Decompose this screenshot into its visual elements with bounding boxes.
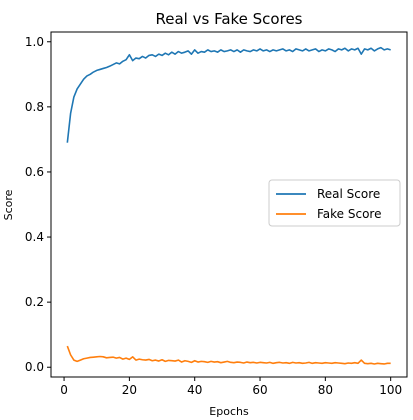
y-tick-label: 0.8 <box>25 100 44 114</box>
y-axis-label: Score <box>2 189 15 220</box>
series-line-fake-score <box>66 345 391 365</box>
series-line-real-score <box>66 46 391 143</box>
y-tick-label: 0.4 <box>25 230 44 244</box>
series-lines <box>66 46 391 365</box>
y-tick-label: 0.2 <box>25 295 44 309</box>
y-axis-ticks: 0.0 0.2 0.4 0.6 0.8 1.0 <box>25 35 51 374</box>
x-tick-label: 0 <box>60 383 68 397</box>
x-tick-label: 20 <box>122 383 137 397</box>
legend: Real Score Fake Score <box>268 179 401 227</box>
plot-area <box>50 31 408 378</box>
x-axis-label: Epochs <box>209 405 249 418</box>
y-tick-label: 0.0 <box>25 360 44 374</box>
x-axis-ticks: 0 20 40 60 80 100 <box>60 377 402 397</box>
x-tick-label: 60 <box>252 383 267 397</box>
y-tick-label: 0.6 <box>25 165 44 179</box>
legend-label-fake-score: Fake Score <box>317 207 381 221</box>
x-tick-label: 40 <box>187 383 202 397</box>
chart-title: Real vs Fake Scores <box>156 10 303 28</box>
legend-label-real-score: Real Score <box>317 187 380 201</box>
x-tick-label: 80 <box>318 383 333 397</box>
y-tick-label: 1.0 <box>25 35 44 49</box>
x-tick-label: 100 <box>379 383 402 397</box>
